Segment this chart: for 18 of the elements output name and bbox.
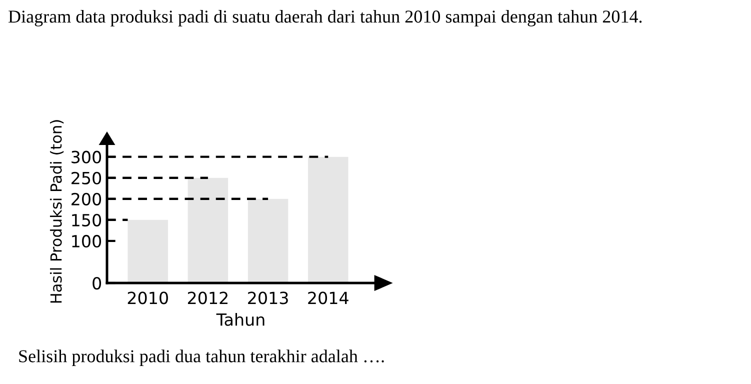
chart-title: Diagram data produksi padi di suatu daerah dari tahun 2010 sampai dengan tahun 2014. (8, 10, 642, 26)
y-tick-label: 0 (92, 276, 102, 290)
bar (308, 156, 348, 283)
y-axis-title: Hasil Produksi Padi (ton) (50, 120, 64, 303)
y-tick-label: 150 (72, 214, 102, 226)
x-tick-label: 2014 (308, 292, 348, 304)
x-tick-label: 2012 (188, 292, 228, 304)
x-tick-label: 2010 (128, 292, 168, 304)
y-tick-label: 250 (72, 172, 102, 184)
x-axis-title: Tahun (216, 313, 264, 326)
bar (248, 198, 288, 283)
y-tick-label: 300 (72, 150, 102, 164)
bar (128, 220, 168, 283)
bar (188, 178, 228, 283)
text: Selisih produksi padi dua tahun terakhir adalah …. (19, 350, 384, 366)
y-tick-label: 100 (72, 234, 102, 248)
y-tick-label: 200 (72, 192, 102, 206)
x-tick-label: 2013 (248, 292, 288, 304)
